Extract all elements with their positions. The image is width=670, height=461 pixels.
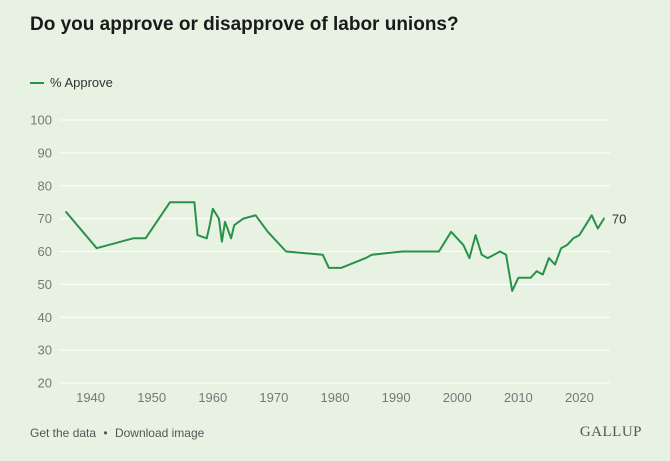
legend-label: % Approve [50, 75, 113, 90]
legend: % Approve [30, 75, 113, 90]
y-tick-label: 60 [38, 244, 52, 259]
data-point[interactable] [501, 250, 511, 260]
data-point[interactable] [141, 233, 151, 243]
data-point[interactable] [593, 223, 603, 233]
x-tick-label: 1990 [382, 390, 411, 405]
x-tick-label: 1950 [137, 390, 166, 405]
data-point[interactable] [483, 253, 493, 263]
data-point[interactable] [205, 220, 215, 230]
end-value-label: 70 [612, 212, 626, 227]
data-point[interactable] [434, 247, 444, 257]
footer-links: Get the data • Download image [30, 426, 204, 440]
end-labels: 70 [612, 212, 626, 227]
data-point[interactable] [507, 286, 517, 296]
data-point[interactable] [538, 270, 548, 280]
y-tick-label: 70 [38, 211, 52, 226]
series-layer [61, 197, 609, 296]
data-point[interactable] [587, 210, 597, 220]
data-point[interactable] [324, 263, 334, 273]
x-tick-label: 2000 [443, 390, 472, 405]
data-point[interactable] [61, 207, 71, 217]
data-point[interactable] [229, 220, 239, 230]
gallup-logo: GALLUP [579, 424, 642, 440]
x-axis-ticks: 1940 1950 1960 1970 1980 1990 2000 2010 2020 [76, 390, 594, 405]
y-tick-label: 80 [38, 178, 52, 193]
gridlines [60, 119, 610, 384]
data-point[interactable] [550, 260, 560, 270]
data-point[interactable] [367, 250, 377, 260]
footer-separator: • [103, 426, 108, 440]
data-point[interactable] [318, 250, 328, 260]
data-point[interactable] [217, 237, 227, 247]
data-point[interactable] [446, 227, 456, 237]
y-tick-label: 20 [38, 376, 52, 391]
x-tick-label: 2010 [504, 390, 533, 405]
chart-title: Do you approve or disapprove of labor un… [30, 14, 459, 35]
series-line-approve[interactable] [65, 201, 605, 292]
data-point[interactable] [397, 247, 407, 257]
data-point[interactable] [574, 230, 584, 240]
download-image-link[interactable]: Download image [114, 426, 205, 440]
legend-line-swatch [30, 81, 44, 84]
data-point[interactable] [202, 233, 212, 243]
data-point[interactable] [165, 197, 175, 207]
x-tick-label: 1960 [198, 390, 227, 405]
data-point[interactable] [599, 214, 609, 224]
y-axis-ticks: 20 30 40 50 60 70 80 90 100 [30, 113, 52, 391]
data-point[interactable] [336, 263, 346, 273]
data-point[interactable] [226, 233, 236, 243]
data-point[interactable] [208, 204, 218, 214]
x-tick-label: 1980 [321, 390, 350, 405]
x-tick-label: 1940 [76, 390, 105, 405]
data-point[interactable] [263, 227, 273, 237]
data-point[interactable] [189, 197, 199, 207]
data-point[interactable] [220, 217, 230, 227]
data-point[interactable] [238, 214, 248, 224]
x-tick-label: 1970 [259, 390, 288, 405]
y-tick-label: 50 [38, 277, 52, 292]
x-tick-label: 2020 [565, 390, 594, 405]
data-point[interactable] [464, 253, 474, 263]
data-point[interactable] [281, 247, 291, 257]
data-point[interactable] [128, 233, 138, 243]
data-point[interactable] [458, 240, 468, 250]
y-tick-label: 30 [38, 343, 52, 358]
data-point[interactable] [251, 210, 261, 220]
get-data-link[interactable]: Get the data [30, 426, 97, 440]
data-point[interactable] [471, 230, 481, 240]
data-point[interactable] [92, 243, 102, 253]
data-point[interactable] [581, 220, 591, 230]
data-point[interactable] [193, 230, 203, 240]
y-tick-label: 100 [30, 113, 52, 128]
y-tick-label: 90 [38, 145, 52, 160]
y-tick-label: 40 [38, 310, 52, 325]
